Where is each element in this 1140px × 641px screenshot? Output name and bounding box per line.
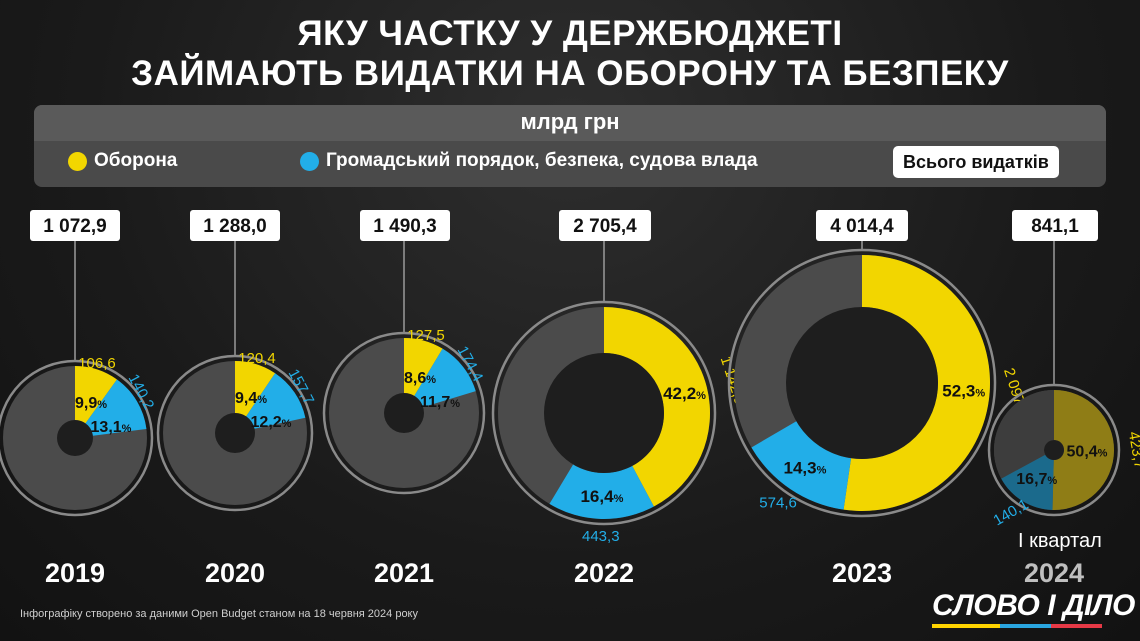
logo-stripe	[932, 624, 1102, 628]
share-label-security-2021: 11,7%	[420, 394, 460, 411]
value-label-defense-2021: 127,5	[407, 327, 445, 344]
security-color-dot	[300, 151, 319, 171]
donut-hole-2022	[544, 353, 664, 473]
total-value-2019: 1 072,9	[43, 216, 106, 237]
total-value-2021: 1 490,3	[373, 216, 436, 237]
defense-color-dot	[68, 151, 87, 171]
value-label-security-2023: 574,6	[759, 494, 797, 511]
donut-slice-security-2023	[751, 421, 852, 510]
donut-slice-security-2020	[246, 373, 306, 429]
donut-slice-security-2024	[1001, 454, 1054, 510]
share-unit-security-2022: %	[614, 493, 624, 505]
donut-slice-security-2022	[549, 464, 654, 519]
total-value-2022: 2 705,4	[573, 216, 637, 237]
share-label-security-2023: 14,3%	[783, 459, 826, 478]
share-unit-defense-2024: %	[1098, 447, 1108, 459]
legend-panel-header	[34, 105, 1106, 141]
value-label-defense-2024: 423,7	[1125, 430, 1140, 470]
value-label-security-2022: 443,3	[582, 528, 620, 545]
donut-hole-2020	[215, 413, 255, 453]
donut-slice-defense-2021	[404, 338, 443, 396]
source-footnote: Інфографіку створено за даними Open Budg…	[20, 608, 418, 620]
donut-outer-ring-2019	[0, 359, 154, 517]
share-label-security-2019: 13,1%	[91, 419, 132, 436]
year-label-2024: 2024	[1024, 558, 1084, 588]
share-unit-defense-2023: %	[975, 387, 985, 399]
share-label-defense-2024: 50,4%	[1067, 443, 1108, 460]
year-label-2022: 2022	[574, 558, 634, 588]
donut-slice-security-2021	[414, 348, 476, 408]
share-unit-defense-2020: %	[257, 394, 267, 406]
legend-total-label: Всього видатків	[893, 146, 1059, 178]
unit-label: млрд грн	[520, 109, 620, 134]
share-label-defense-2021: 8,6%	[404, 370, 436, 387]
donut-slice-security-2019	[85, 379, 147, 436]
legend-security-label: Громадський порядок, безпека, судова вла…	[326, 150, 758, 171]
value-label-defense-2020: 120,4	[238, 350, 276, 367]
chart-title: ЯКУ ЧАСТКУ У ДЕРЖБЮДЖЕТІ ЗАЙМАЮТЬ ВИДАТК…	[0, 14, 1140, 94]
total-box-2021	[360, 210, 450, 241]
donut-slice-defense-2020	[235, 361, 276, 417]
title-line-2: ЗАЙМАЮТЬ ВИДАТКИ НА ОБОРОНУ ТА БЕЗПЕКУ	[131, 54, 1009, 93]
legend-defense-label: Оборона	[94, 150, 178, 171]
donut-slice-defense-2019	[75, 366, 117, 424]
total-box-2024	[1012, 210, 1098, 241]
share-unit-defense-2021: %	[426, 374, 436, 386]
legend-item-security: Громадський порядок, безпека, судова вла…	[300, 150, 758, 172]
share-unit-security-2021: %	[450, 398, 460, 410]
total-box-2023	[816, 210, 908, 241]
donut-outer-ring-2023	[727, 248, 997, 518]
share-unit-security-2019: %	[122, 423, 132, 435]
share-label-defense-2020: 9,4%	[235, 390, 267, 407]
share-label-security-2020: 12,2%	[251, 414, 292, 431]
year-label-2020: 2020	[205, 558, 265, 588]
logo-text: СЛОВО І ДІЛО	[932, 589, 1135, 622]
donut-outer-ring-2022	[491, 300, 717, 526]
share-label-defense-2019: 9,9%	[75, 395, 107, 412]
donut-hole-2019	[57, 420, 93, 456]
donut-hole-2021	[384, 393, 424, 433]
title-line-1: ЯКУ ЧАСТКУ У ДЕРЖБЮДЖЕТІ	[297, 14, 843, 53]
total-box-2022	[559, 210, 651, 241]
donut-slice-defense-2024	[1052, 390, 1115, 511]
share-unit-security-2023: %	[817, 465, 827, 477]
donut-slice-defense-2022	[604, 307, 710, 507]
total-value-2023: 4 014,4	[830, 216, 894, 237]
total-box-2020	[190, 210, 280, 241]
share-label-security-2022: 16,4%	[580, 487, 623, 506]
share-label-defense-2022: 42,2%	[663, 384, 706, 403]
total-box-2019	[30, 210, 120, 241]
year-label-2019: 2019	[45, 558, 105, 588]
share-unit-security-2020: %	[282, 418, 292, 430]
value-label-defense-2019: 106,6	[78, 355, 116, 372]
note-2024-quarter: І квартал	[1018, 530, 1102, 552]
donut-outer-ring-2021	[322, 331, 486, 495]
donut-outer-ring-2020	[156, 354, 314, 512]
year-label-2023: 2023	[832, 558, 892, 588]
total-value-2020: 1 288,0	[203, 216, 266, 237]
donut-outer-ring-2024	[987, 383, 1121, 517]
donut-slice-defense-2023	[843, 255, 991, 511]
donut-rest-dim-2024	[994, 390, 1054, 479]
donut-hole-2024	[1044, 440, 1064, 460]
logo: СЛОВО І ДІЛО	[932, 589, 1135, 628]
share-unit-security-2024: %	[1047, 475, 1057, 487]
share-unit-defense-2019: %	[97, 399, 107, 411]
share-label-security-2024: 16,7%	[1016, 471, 1057, 488]
donut-hole-2023	[786, 307, 938, 459]
share-label-defense-2023: 52,3%	[942, 381, 985, 400]
share-unit-defense-2022: %	[696, 390, 706, 402]
total-value-2024: 841,1	[1031, 216, 1079, 237]
legend-item-defense: Оборона	[68, 150, 177, 172]
value-label-security-2024: 140,1	[990, 496, 1031, 529]
year-label-2021: 2021	[374, 558, 434, 588]
